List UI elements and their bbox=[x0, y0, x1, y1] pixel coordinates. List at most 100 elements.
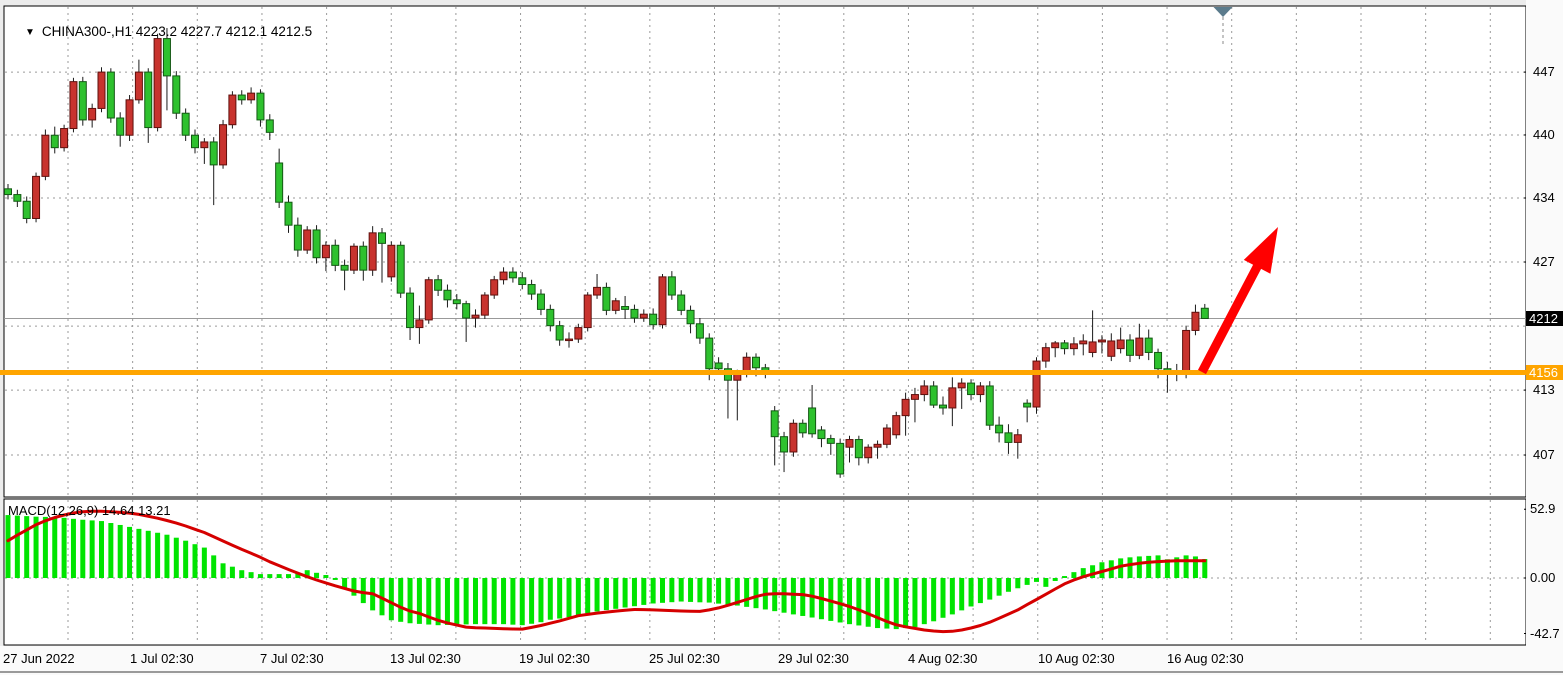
macd-bar bbox=[5, 515, 11, 578]
macd-bar bbox=[1071, 572, 1077, 578]
symbol-dropdown-icon[interactable]: ▼ bbox=[25, 27, 35, 38]
macd-bar bbox=[977, 578, 983, 604]
macd-bar bbox=[828, 578, 834, 621]
candle-bullish bbox=[387, 244, 396, 278]
candle-bearish bbox=[705, 337, 714, 370]
candle-bullish bbox=[368, 232, 377, 271]
macd-tick-label: 52.9 bbox=[1530, 501, 1556, 517]
macd-bar bbox=[211, 555, 217, 578]
candle-bullish bbox=[1079, 340, 1088, 345]
time-tick-label: 16 Aug 02:30 bbox=[1167, 651, 1244, 666]
time-tick-label: 4 Aug 02:30 bbox=[908, 651, 978, 666]
macd-bar bbox=[435, 578, 441, 626]
candle-bullish bbox=[97, 71, 106, 109]
candle-bullish bbox=[593, 286, 602, 296]
macd-bar bbox=[996, 578, 1002, 596]
candle-bullish bbox=[424, 279, 433, 321]
candle-bullish bbox=[1135, 337, 1144, 356]
macd-bar bbox=[875, 578, 881, 629]
candle-bullish bbox=[60, 128, 69, 149]
macd-bar bbox=[809, 578, 815, 618]
macd-bar bbox=[286, 574, 291, 578]
macd-bar bbox=[155, 532, 161, 578]
candle-bearish bbox=[78, 81, 87, 121]
macd-bar bbox=[744, 578, 750, 607]
candle-bearish bbox=[13, 194, 22, 202]
time-axis[interactable]: 27 Jun 2022 1 Jul 02:30 7 Jul 02:30 13 Jul … bbox=[0, 646, 1563, 675]
macd-bar bbox=[893, 578, 899, 630]
macd-bar bbox=[529, 578, 535, 624]
macd-bar bbox=[1062, 576, 1068, 578]
macd-bar bbox=[641, 578, 647, 605]
macd-bar bbox=[660, 578, 665, 603]
candle-bearish bbox=[854, 439, 863, 459]
candle-bearish bbox=[1200, 307, 1209, 319]
chart-shift-marker-icon[interactable] bbox=[1213, 7, 1233, 17]
macd-bar bbox=[585, 578, 591, 614]
candle-bearish bbox=[275, 162, 284, 203]
macd-bar bbox=[1090, 565, 1096, 578]
chart-title: ▼ CHINA300-,H1 4223.2 4227.7 4212.1 4212.… bbox=[10, 9, 312, 54]
macd-bar bbox=[884, 578, 890, 629]
candle-bullish bbox=[1041, 347, 1050, 362]
macd-bar bbox=[716, 578, 722, 604]
macd-bar bbox=[669, 578, 675, 603]
price-tick-label: 447 bbox=[1533, 64, 1555, 80]
candle-bullish bbox=[349, 245, 358, 271]
time-tick-label: 13 Jul 02:30 bbox=[390, 651, 461, 666]
candle-bearish bbox=[359, 245, 368, 271]
candle-bullish bbox=[1191, 311, 1200, 331]
macd-bar bbox=[1174, 557, 1180, 578]
candle-bearish bbox=[1126, 339, 1134, 356]
macd-signal-line bbox=[6, 509, 1207, 634]
macd-bar bbox=[856, 578, 862, 626]
macd-pane[interactable] bbox=[3, 498, 1527, 646]
candle-bearish bbox=[237, 94, 246, 101]
candle-bearish bbox=[939, 404, 947, 409]
macd-indicator-label: MACD(12,26,9) 14.64 13.21 bbox=[8, 503, 171, 518]
candle-bearish bbox=[546, 308, 555, 327]
macd-bar bbox=[1192, 556, 1198, 578]
macd-bar bbox=[921, 578, 927, 625]
macd-bar bbox=[940, 578, 946, 618]
candle-bearish bbox=[770, 410, 779, 438]
time-tick-label: 1 Jul 02:30 bbox=[130, 651, 194, 666]
price-tick-label: 427 bbox=[1533, 254, 1555, 270]
macd-bar bbox=[267, 574, 273, 578]
macd-bar bbox=[949, 578, 955, 615]
candle-bearish bbox=[649, 313, 658, 326]
candle-bearish bbox=[752, 356, 760, 369]
candle-bearish bbox=[695, 323, 704, 339]
macd-bar bbox=[790, 578, 796, 615]
candle-bullish bbox=[574, 327, 583, 340]
candle-bullish bbox=[565, 338, 573, 342]
macd-bar bbox=[1127, 557, 1133, 578]
candle-bearish bbox=[780, 436, 789, 453]
time-tick-label: 25 Jul 02:30 bbox=[649, 651, 720, 666]
time-tick-label: 19 Jul 02:30 bbox=[519, 651, 590, 666]
candle-bearish bbox=[808, 407, 817, 435]
candle-bullish bbox=[658, 276, 667, 326]
candle-bullish bbox=[88, 107, 97, 121]
candle-bearish bbox=[340, 264, 349, 271]
macd-bar bbox=[603, 578, 609, 611]
macd-bar bbox=[1118, 558, 1124, 578]
macd-bar bbox=[239, 570, 245, 578]
candle-bearish bbox=[995, 424, 1004, 434]
candle-bullish bbox=[957, 382, 966, 389]
candle-bearish bbox=[677, 294, 686, 311]
macd-bar bbox=[1043, 578, 1049, 587]
up-trend-arrow[interactable] bbox=[1198, 227, 1278, 375]
macd-bar bbox=[1155, 555, 1161, 578]
candle-bullish bbox=[1182, 329, 1191, 375]
price-pane[interactable] bbox=[3, 5, 1527, 498]
macd-bar bbox=[304, 570, 310, 578]
macd-bar bbox=[706, 578, 712, 603]
macd-bar bbox=[547, 578, 553, 620]
candle-bullish bbox=[1107, 340, 1116, 357]
macd-bar bbox=[201, 547, 207, 578]
macd-bar bbox=[912, 578, 918, 628]
macd-bar bbox=[959, 578, 965, 611]
macd-bar bbox=[837, 578, 843, 623]
